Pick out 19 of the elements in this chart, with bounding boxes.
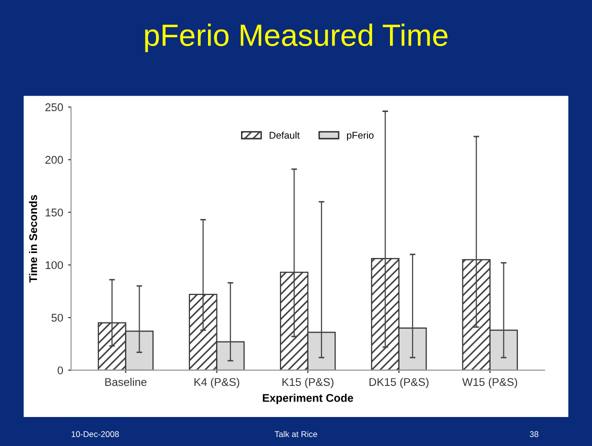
x-tick-label: W15 (P&S)	[462, 378, 518, 388]
legend-label: Default	[270, 132, 300, 139]
y-tick-label: 250	[45, 103, 63, 112]
x-tick-label: K15 (P&S)	[282, 378, 334, 388]
chart-title: pFerio Measured Time	[145, 24, 448, 52]
y-axis-title: Time in Seconds	[28, 195, 38, 283]
y-tick-label: 100	[46, 261, 63, 270]
y-tick-label: 200	[45, 156, 63, 164]
x-tick-label: K4 (P&S)	[194, 378, 240, 388]
y-tick-label: 0	[58, 366, 63, 374]
text: Talk at Rice	[274, 430, 318, 438]
x-axis-title: Experiment Code	[262, 394, 354, 404]
y-tick-label: 50	[51, 314, 63, 322]
x-tick-label: DK15 (P&S)	[370, 378, 428, 388]
x-tick-label: Baseline	[105, 378, 147, 386]
y-tick-label: 150	[46, 208, 63, 216]
text: 10-Dec-2008	[72, 431, 119, 438]
legend-label: pFerio	[347, 132, 374, 141]
text: 38	[530, 431, 538, 438]
